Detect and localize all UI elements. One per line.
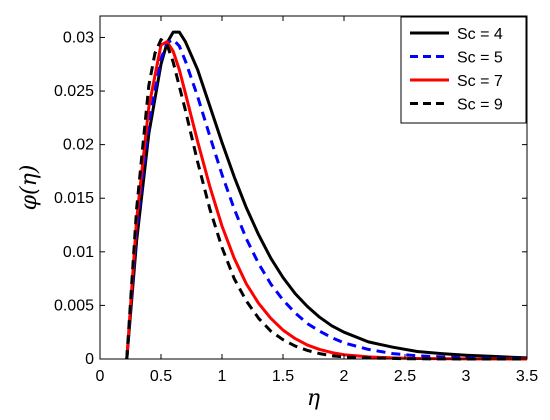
x-tick-label: 1 bbox=[218, 368, 227, 385]
x-tick-label: 3.5 bbox=[516, 368, 538, 385]
y-tick-label: 0.03 bbox=[63, 29, 94, 46]
series-line-1 bbox=[125, 30, 528, 360]
axes-box bbox=[99, 15, 528, 360]
curves bbox=[125, 30, 528, 361]
series-line-2 bbox=[125, 38, 528, 361]
y-axis-label: φ(η) bbox=[17, 165, 42, 211]
x-tick-label: 0.5 bbox=[150, 368, 172, 385]
y-tick-label: 0.01 bbox=[63, 244, 94, 261]
y-tick-label: 0 bbox=[85, 351, 94, 368]
y-tick-label: 0.005 bbox=[54, 297, 94, 314]
x-axis-label: η bbox=[307, 386, 320, 411]
legend-box bbox=[400, 16, 527, 124]
y-tick-label: 0.015 bbox=[54, 190, 94, 207]
x-tick-label: 0 bbox=[96, 368, 105, 385]
legend-label-3: Sc = 7 bbox=[457, 73, 503, 90]
x-tick-label: 2 bbox=[340, 368, 349, 385]
series-line-4 bbox=[125, 38, 527, 361]
legend-label-4: Sc = 9 bbox=[457, 97, 503, 114]
x-tick-label: 2.5 bbox=[394, 368, 416, 385]
legend-label-1: Sc = 4 bbox=[457, 26, 503, 43]
legend: Sc = 4 Sc = 5 Sc = 7 Sc = 9 bbox=[400, 16, 527, 124]
axes bbox=[99, 15, 528, 360]
y-tick-label: 0.025 bbox=[54, 83, 94, 100]
x-tick-label: 3 bbox=[462, 368, 471, 385]
y-axis-ticks: 0 0.005 0.01 0.015 0.02 0.025 0.03 bbox=[54, 29, 527, 368]
y-tick-label: 0.02 bbox=[63, 137, 94, 154]
legend-label-2: Sc = 5 bbox=[457, 50, 503, 67]
x-tick-label: 1.5 bbox=[272, 368, 294, 385]
